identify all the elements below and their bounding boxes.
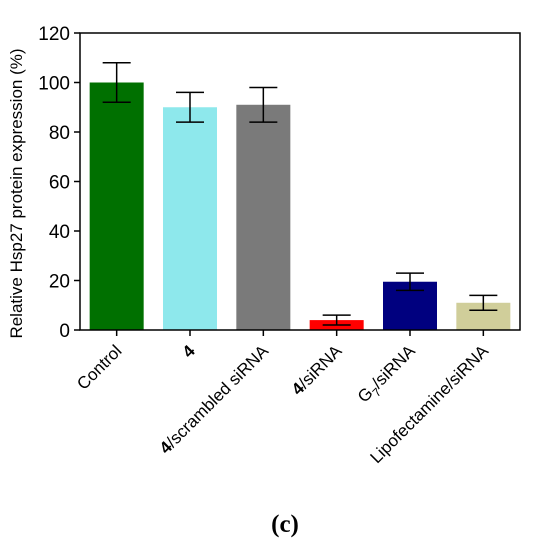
x-category-label-3: 4/scrambled siRNA <box>156 341 273 458</box>
y-tick-label-100: 100 <box>38 74 70 95</box>
y-tick-label-40: 40 <box>49 222 70 243</box>
error-bar-2 <box>176 91 204 123</box>
x-axis-ticks <box>115 330 485 336</box>
error-bar-6 <box>469 294 498 311</box>
bar-1 <box>89 82 144 330</box>
y-tick-label-60: 60 <box>49 173 70 194</box>
error-bar-3 <box>249 86 278 123</box>
x-axis-category-labels: Control 44/scrambled siRNA 4/siRNAG7/siRNA… <box>73 341 492 467</box>
bars-layer <box>89 82 511 331</box>
y-tick-label-120: 120 <box>38 24 70 45</box>
error-bar-4 <box>322 314 351 326</box>
error-bar-5 <box>396 272 424 292</box>
plot-frame <box>79 32 521 331</box>
bar-2 <box>163 107 217 330</box>
x-category-label-4: 4/siRNA <box>288 341 346 399</box>
x-category-label-2: 4 <box>179 341 200 362</box>
y-tick-label-80: 80 <box>49 123 70 144</box>
x-category-label-6: Lipofectamine/siRNA <box>366 341 492 467</box>
bar-3 <box>236 104 291 331</box>
x-category-label-5: G7/siRNA <box>354 341 422 409</box>
y-axis-ticks: 0 20 40 60 80 100 120 <box>38 24 80 342</box>
error-bar-1 <box>102 61 131 104</box>
y-tick-label-0: 0 <box>59 321 70 342</box>
y-tick-label-20: 20 <box>49 272 70 293</box>
x-category-label-1: Control <box>73 341 125 393</box>
panel-label: (c) <box>271 511 299 538</box>
error-bars-layer <box>102 61 498 326</box>
y-axis-title: Relative Hsp27 protein expression (%) <box>7 48 26 338</box>
